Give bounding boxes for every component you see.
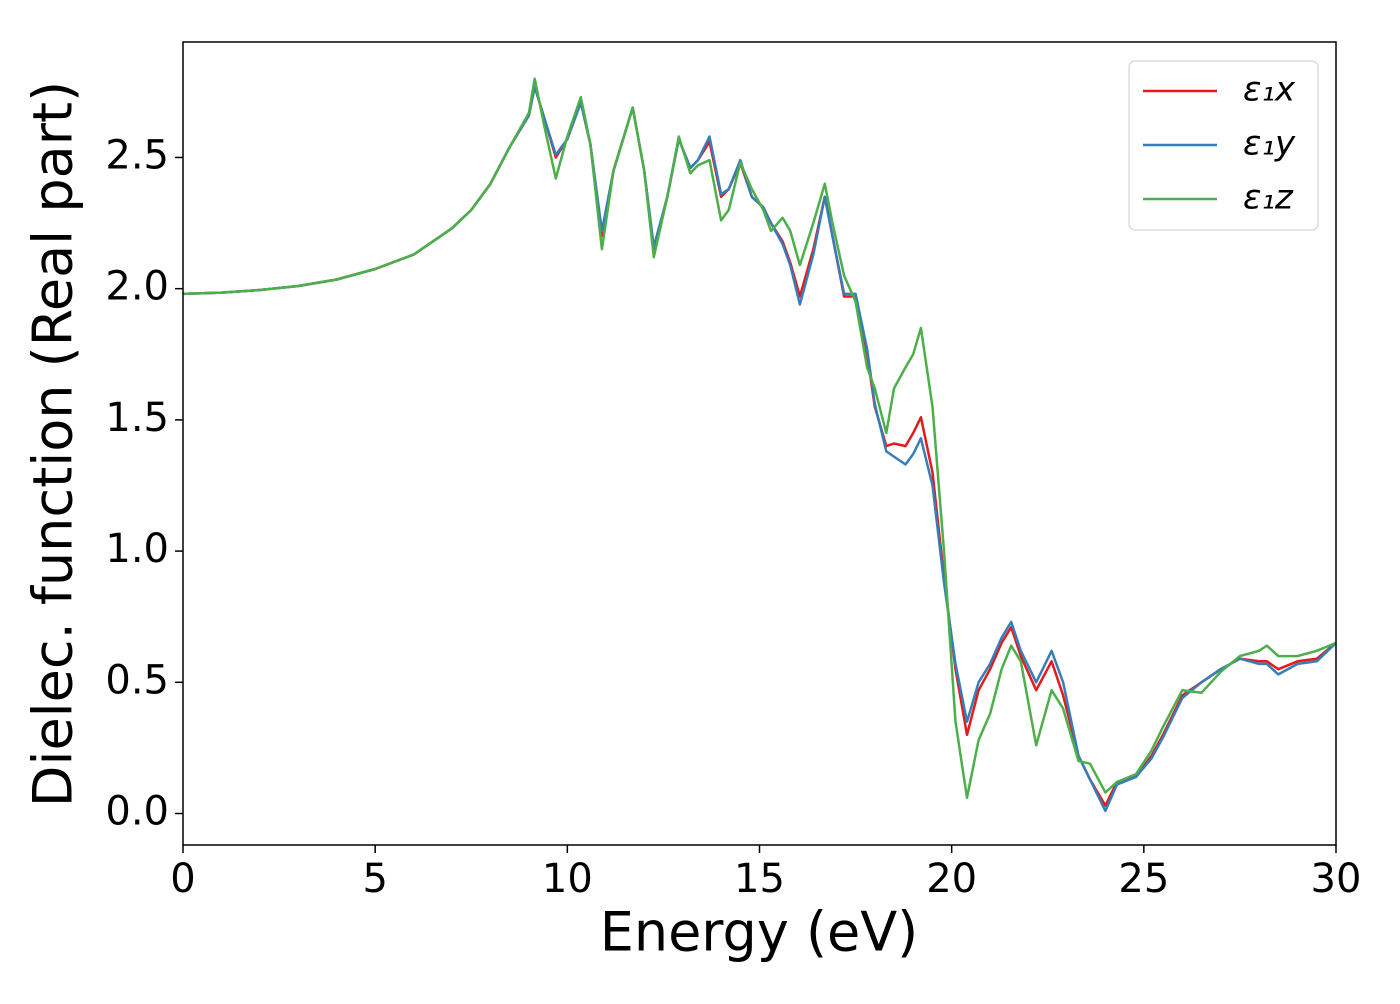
plot-frame xyxy=(182,41,1337,846)
x-tick-label: 0 xyxy=(170,856,195,902)
legend-label: ε₁y xyxy=(1243,124,1296,164)
y-tick-label: 1.5 xyxy=(105,395,169,441)
y-tick-label: 1.0 xyxy=(105,526,169,572)
legend-box xyxy=(1128,60,1319,231)
y-axis-label: Dielec. function (Real part) xyxy=(22,81,85,807)
y-tick-label: 0.0 xyxy=(105,789,169,835)
x-tick-label: 25 xyxy=(1118,856,1169,902)
x-tick-label: 20 xyxy=(926,856,977,902)
line xyxy=(182,77,1337,800)
legend-label: ε₁z xyxy=(1243,178,1294,218)
x-tick-label: 5 xyxy=(362,856,387,902)
legend-label: ε₁x xyxy=(1243,70,1296,110)
x-tick-label: 30 xyxy=(1311,856,1362,902)
x-tick-label: 15 xyxy=(734,856,785,902)
x-tick-label: 10 xyxy=(542,856,593,902)
y-tick-label: 2.5 xyxy=(105,132,169,178)
y-tick-label: 0.5 xyxy=(105,657,169,703)
x-axis-label: Energy (eV) xyxy=(600,901,919,964)
y-tick-label: 2.0 xyxy=(105,264,169,310)
